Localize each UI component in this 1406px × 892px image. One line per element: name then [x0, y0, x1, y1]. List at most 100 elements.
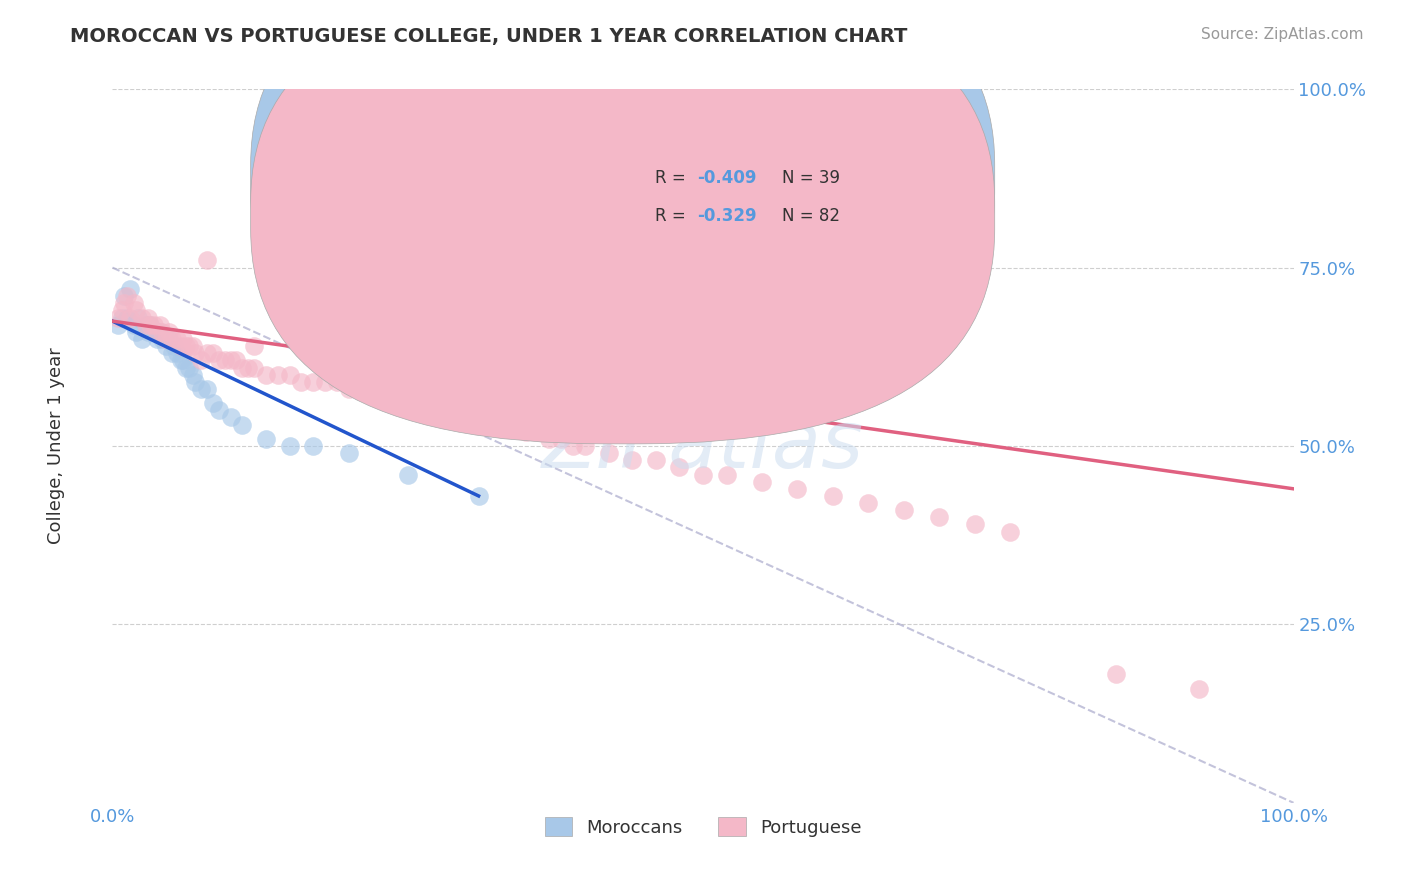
Point: [107, 318, 129, 332]
Point: [998, 524, 1021, 539]
Point: [267, 368, 290, 382]
Point: [127, 310, 149, 325]
Point: [139, 318, 162, 332]
Point: [644, 453, 666, 467]
Point: [621, 453, 644, 467]
Point: [160, 332, 183, 346]
Text: MOROCCAN VS PORTUGUESE COLLEGE, UNDER 1 YEAR CORRELATION CHART: MOROCCAN VS PORTUGUESE COLLEGE, UNDER 1 …: [70, 27, 908, 45]
Text: N = 39: N = 39: [782, 169, 841, 187]
Point: [751, 475, 773, 489]
Point: [928, 510, 950, 524]
Point: [201, 396, 224, 410]
Point: [135, 318, 157, 332]
FancyBboxPatch shape: [579, 150, 928, 246]
Point: [254, 368, 277, 382]
Point: [858, 496, 880, 510]
Point: [219, 353, 242, 368]
Point: [208, 353, 231, 368]
Point: [150, 332, 173, 346]
Point: [170, 353, 193, 368]
Point: [314, 375, 336, 389]
Point: [373, 389, 395, 403]
Point: [326, 375, 349, 389]
Point: [112, 296, 135, 310]
Point: [219, 410, 242, 425]
Point: [225, 353, 247, 368]
Text: -0.329: -0.329: [697, 207, 756, 225]
Point: [574, 439, 596, 453]
Text: -0.409: -0.409: [697, 169, 756, 187]
Point: [214, 353, 236, 368]
Point: [179, 339, 201, 353]
FancyBboxPatch shape: [250, 0, 994, 444]
Point: [385, 389, 408, 403]
Point: [120, 282, 142, 296]
Point: [243, 360, 266, 375]
Point: [668, 460, 690, 475]
Point: [467, 410, 489, 425]
Point: [146, 325, 169, 339]
Point: [692, 467, 714, 482]
Point: [278, 368, 301, 382]
Point: [821, 489, 844, 503]
Point: [120, 310, 142, 325]
Text: N = 82: N = 82: [782, 207, 841, 225]
Point: [195, 253, 218, 268]
Point: [467, 489, 489, 503]
Point: [238, 360, 260, 375]
Point: [111, 303, 134, 318]
Point: [146, 332, 169, 346]
Point: [963, 517, 986, 532]
Point: [526, 425, 548, 439]
Point: [184, 346, 207, 360]
Point: [115, 289, 138, 303]
Point: [503, 417, 526, 432]
Point: [184, 375, 207, 389]
Point: [122, 318, 145, 332]
Text: R =: R =: [655, 207, 690, 225]
Point: [479, 417, 502, 432]
Point: [142, 325, 165, 339]
Text: R =: R =: [655, 169, 690, 187]
Point: [174, 360, 197, 375]
Point: [491, 417, 513, 432]
Point: [1105, 667, 1128, 681]
Point: [201, 346, 224, 360]
Point: [396, 396, 419, 410]
Point: [278, 439, 301, 453]
Point: [302, 375, 325, 389]
Point: [125, 303, 148, 318]
Point: [562, 439, 585, 453]
Point: [136, 310, 159, 325]
Point: [538, 432, 561, 446]
Point: [166, 332, 188, 346]
Point: [149, 318, 172, 332]
Point: [337, 446, 360, 460]
Point: [170, 339, 193, 353]
Point: [157, 332, 180, 346]
Point: [408, 396, 430, 410]
Point: [122, 296, 145, 310]
Point: [179, 360, 201, 375]
Point: [420, 403, 443, 417]
Point: [716, 467, 738, 482]
Point: [166, 346, 188, 360]
Point: [190, 353, 212, 368]
Point: [155, 339, 177, 353]
Point: [456, 410, 478, 425]
Point: [893, 503, 915, 517]
Point: [139, 318, 162, 332]
Point: [172, 332, 194, 346]
Text: ZIPatlas: ZIPatlas: [541, 407, 865, 485]
Point: [135, 318, 157, 332]
Point: [195, 346, 218, 360]
Point: [181, 368, 204, 382]
Point: [337, 382, 360, 396]
Point: [125, 325, 148, 339]
Point: [1188, 681, 1211, 696]
Point: [160, 346, 183, 360]
Text: Source: ZipAtlas.com: Source: ZipAtlas.com: [1201, 27, 1364, 42]
Legend: Moroccans, Portuguese: Moroccans, Portuguese: [537, 810, 869, 844]
Point: [181, 339, 204, 353]
Point: [131, 310, 153, 325]
